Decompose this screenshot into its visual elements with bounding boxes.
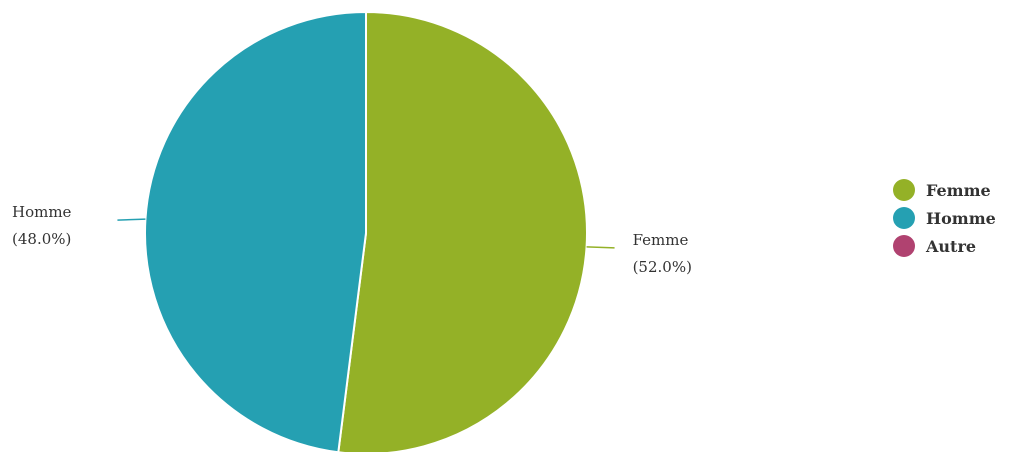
slice-percent-femme: (52.0%) [633, 258, 692, 276]
pie-slice-homme[interactable] [144, 10, 367, 452]
pie-slice-femme[interactable] [337, 10, 588, 452]
slice-label-homme: Homme [12, 203, 72, 221]
legend-label-femme: Femme [926, 180, 991, 200]
leader-line-femme [586, 246, 615, 249]
slice-percent-homme: (48.0%) [12, 230, 71, 248]
pie-slices [144, 10, 588, 452]
pie-labels: Femme (52.0%) Homme (48.0%) [12, 203, 692, 276]
legend-item-autre[interactable]: Autre [893, 232, 996, 260]
slice-label-femme: Femme [633, 231, 689, 249]
legend-item-femme[interactable]: Femme [893, 176, 996, 204]
legend-item-homme[interactable]: Homme [893, 204, 996, 232]
legend-swatch-femme [893, 179, 915, 201]
legend: Femme Homme Autre [893, 176, 996, 260]
legend-label-autre: Autre [926, 236, 977, 256]
leader-line-homme [117, 218, 146, 221]
legend-swatch-homme [893, 207, 915, 229]
legend-swatch-autre [893, 235, 915, 257]
legend-label-homme: Homme [926, 208, 996, 228]
